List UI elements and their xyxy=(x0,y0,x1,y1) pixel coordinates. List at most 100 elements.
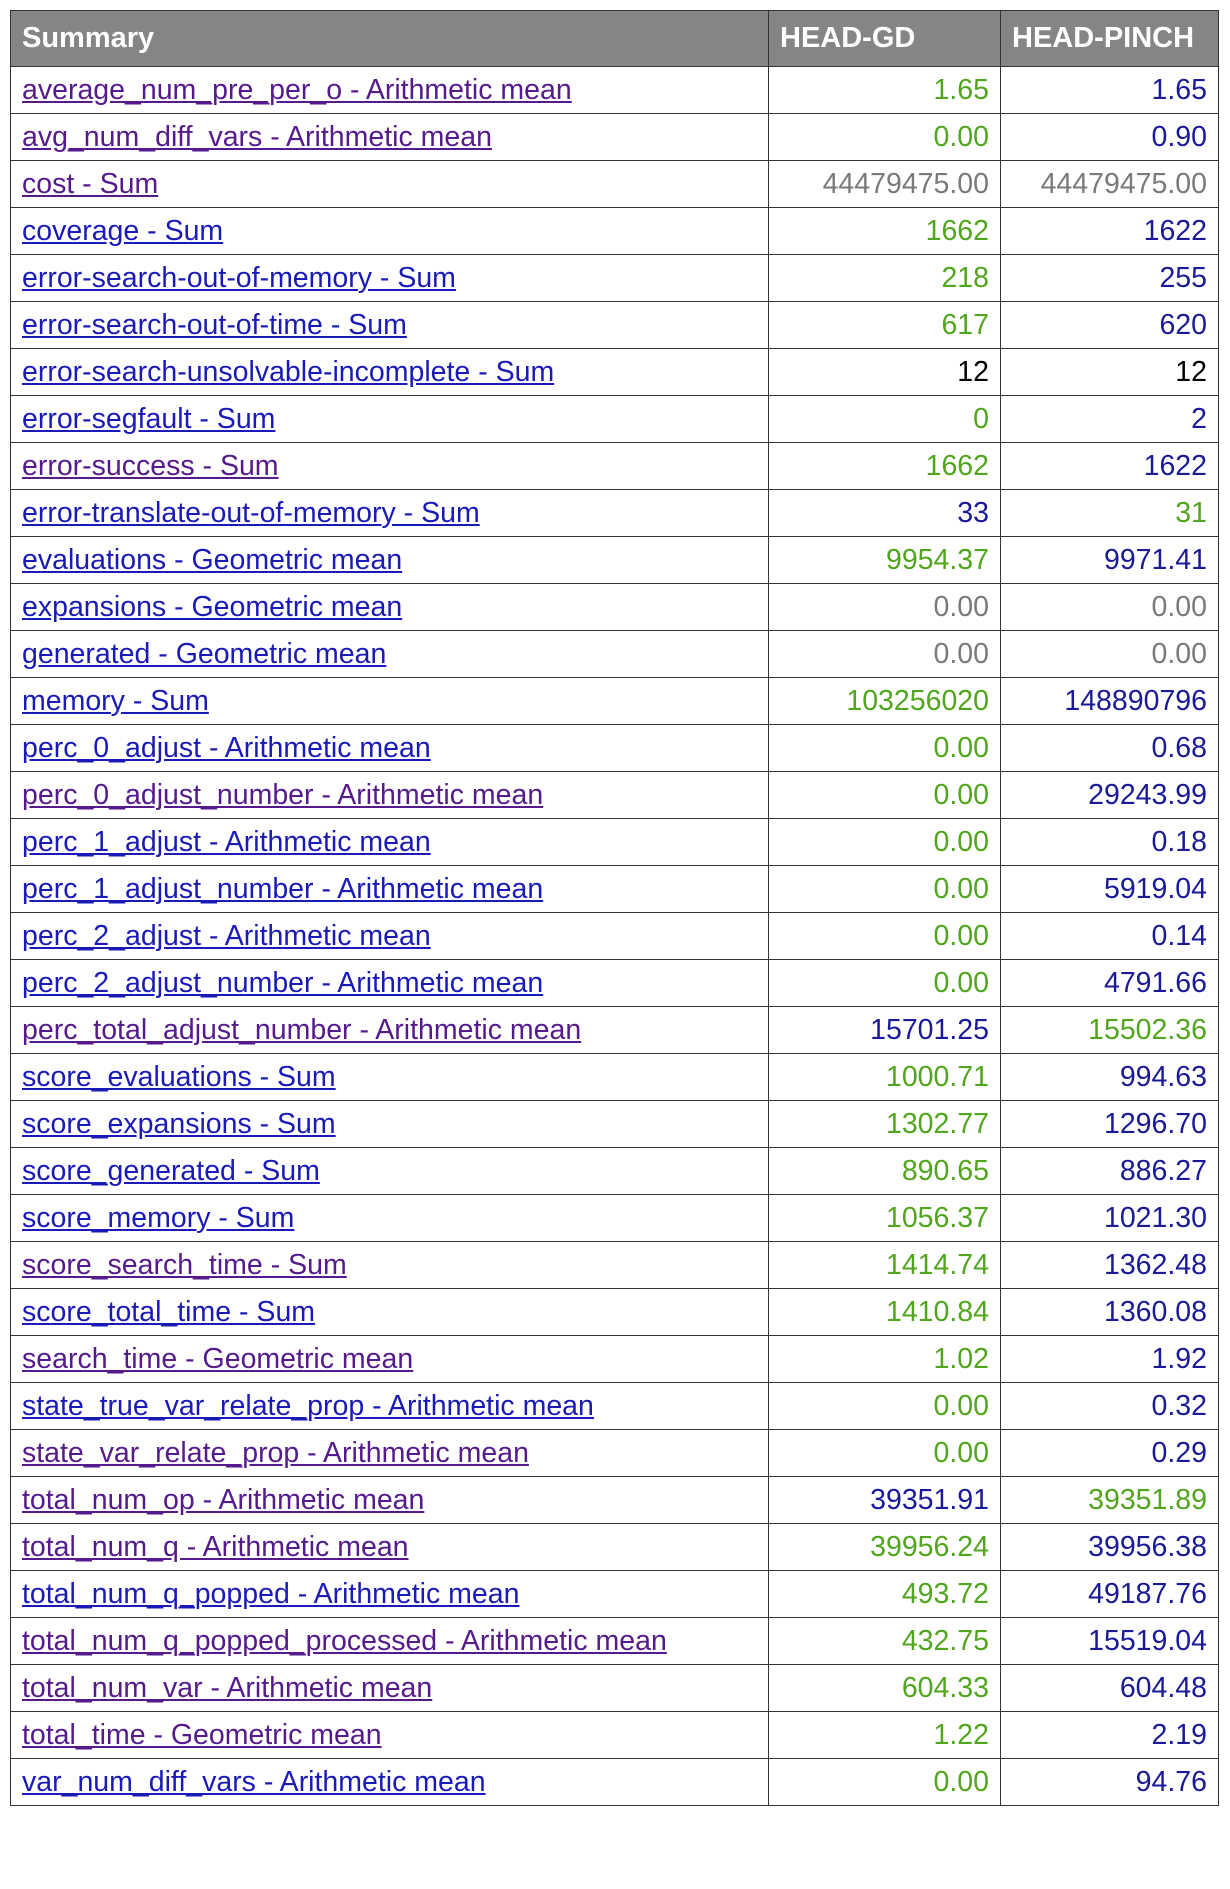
attribute-link[interactable]: avg_num_diff_vars - Arithmetic mean xyxy=(22,120,492,153)
table-row: state_true_var_relate_prop - Arithmetic … xyxy=(10,1382,1219,1430)
summary-table-container: Summary HEAD-GD HEAD-PINCH average_num_p… xyxy=(10,10,1219,1806)
attribute-cell: state_var_relate_prop - Arithmetic mean xyxy=(10,1429,769,1477)
attribute-cell: error-success - Sum xyxy=(10,442,769,490)
table-row: error-translate-out-of-memory - Sum 33 31 xyxy=(10,489,1219,537)
table-row: perc_2_adjust - Arithmetic mean 0.00 0.14 xyxy=(10,912,1219,960)
head-gd-value: 1.22 xyxy=(768,1711,1001,1759)
head-gd-value: 493.72 xyxy=(768,1570,1001,1618)
attribute-link[interactable]: perc_0_adjust - Arithmetic mean xyxy=(22,731,431,764)
attribute-link[interactable]: total_num_var - Arithmetic mean xyxy=(22,1671,433,1704)
table-row: error-search-out-of-memory - Sum 218 255 xyxy=(10,254,1219,302)
head-pinch-value: 1021.30 xyxy=(1000,1194,1219,1242)
attribute-cell: cost - Sum xyxy=(10,160,769,208)
table-row: perc_1_adjust - Arithmetic mean 0.00 0.18 xyxy=(10,818,1219,866)
attribute-link[interactable]: score_evaluations - Sum xyxy=(22,1060,336,1093)
attribute-link[interactable]: score_total_time - Sum xyxy=(22,1295,316,1328)
head-pinch-value: 1.92 xyxy=(1000,1335,1219,1383)
attribute-cell: memory - Sum xyxy=(10,677,769,725)
head-pinch-value: 148890796 xyxy=(1000,677,1219,725)
attribute-link[interactable]: error-search-out-of-time - Sum xyxy=(22,308,407,341)
head-pinch-value: 1296.70 xyxy=(1000,1100,1219,1148)
header-head-pinch: HEAD-PINCH xyxy=(1000,10,1219,67)
table-row: var_num_diff_vars - Arithmetic mean 0.00 9… xyxy=(10,1758,1219,1806)
attribute-link[interactable]: evaluations - Geometric mean xyxy=(22,543,403,576)
attribute-cell: total_num_op - Arithmetic mean xyxy=(10,1476,769,1524)
attribute-link[interactable]: error-success - Sum xyxy=(22,449,279,482)
attribute-link[interactable]: error-search-unsolvable-incomplete - Sum xyxy=(22,355,555,388)
head-gd-value: 103256020 xyxy=(768,677,1001,725)
attribute-link[interactable]: total_num_op - Arithmetic mean xyxy=(22,1483,425,1516)
attribute-cell: perc_1_adjust_number - Arithmetic mean xyxy=(10,865,769,913)
head-pinch-value: 39956.38 xyxy=(1000,1523,1219,1571)
attribute-cell: average_num_pre_per_o - Arithmetic mean xyxy=(10,66,769,114)
attribute-link[interactable]: perc_0_adjust_number - Arithmetic mean xyxy=(22,778,544,811)
attribute-link[interactable]: state_var_relate_prop - Arithmetic mean xyxy=(22,1436,529,1469)
head-pinch-value: 29243.99 xyxy=(1000,771,1219,819)
head-gd-value: 1000.71 xyxy=(768,1053,1001,1101)
attribute-link[interactable]: perc_2_adjust_number - Arithmetic mean xyxy=(22,966,544,999)
attribute-link[interactable]: perc_1_adjust_number - Arithmetic mean xyxy=(22,872,544,905)
attribute-link[interactable]: average_num_pre_per_o - Arithmetic mean xyxy=(22,73,572,106)
attribute-link[interactable]: error-translate-out-of-memory - Sum xyxy=(22,496,480,529)
attribute-link[interactable]: score_memory - Sum xyxy=(22,1201,295,1234)
attribute-link[interactable]: score_generated - Sum xyxy=(22,1154,320,1187)
table-row: coverage - Sum 1662 1622 xyxy=(10,207,1219,255)
head-pinch-value: 604.48 xyxy=(1000,1664,1219,1712)
table-row: error-search-out-of-time - Sum 617 620 xyxy=(10,301,1219,349)
attribute-link[interactable]: error-search-out-of-memory - Sum xyxy=(22,261,456,294)
attribute-link[interactable]: total_num_q_popped_processed - Arithmeti… xyxy=(22,1624,667,1657)
table-row: search_time - Geometric mean 1.02 1.92 xyxy=(10,1335,1219,1383)
attribute-link[interactable]: search_time - Geometric mean xyxy=(22,1342,414,1375)
table-row: error-segfault - Sum 0 2 xyxy=(10,395,1219,443)
head-pinch-value: 0.18 xyxy=(1000,818,1219,866)
attribute-link[interactable]: score_search_time - Sum xyxy=(22,1248,347,1281)
head-pinch-value: 31 xyxy=(1000,489,1219,537)
attribute-cell: error-segfault - Sum xyxy=(10,395,769,443)
head-gd-value: 0.00 xyxy=(768,583,1001,631)
attribute-cell: generated - Geometric mean xyxy=(10,630,769,678)
attribute-link[interactable]: total_num_q_popped - Arithmetic mean xyxy=(22,1577,520,1610)
head-pinch-value: 0.90 xyxy=(1000,113,1219,161)
head-pinch-value: 255 xyxy=(1000,254,1219,302)
attribute-link[interactable]: state_true_var_relate_prop - Arithmetic … xyxy=(22,1389,594,1422)
head-gd-value: 0.00 xyxy=(768,865,1001,913)
attribute-link[interactable]: perc_total_adjust_number - Arithmetic me… xyxy=(22,1013,582,1046)
attribute-link[interactable]: memory - Sum xyxy=(22,684,209,717)
attribute-link[interactable]: coverage - Sum xyxy=(22,214,224,247)
head-pinch-value: 49187.76 xyxy=(1000,1570,1219,1618)
attribute-link[interactable]: perc_1_adjust - Arithmetic mean xyxy=(22,825,431,858)
attribute-cell: perc_0_adjust - Arithmetic mean xyxy=(10,724,769,772)
attribute-link[interactable]: score_expansions - Sum xyxy=(22,1107,336,1140)
attribute-link[interactable]: cost - Sum xyxy=(22,167,159,200)
attribute-cell: score_evaluations - Sum xyxy=(10,1053,769,1101)
table-row: error-success - Sum 1662 1622 xyxy=(10,442,1219,490)
attribute-link[interactable]: perc_2_adjust - Arithmetic mean xyxy=(22,919,431,952)
attribute-link[interactable]: error-segfault - Sum xyxy=(22,402,276,435)
head-gd-value: 39351.91 xyxy=(768,1476,1001,1524)
attribute-link[interactable]: total_num_q - Arithmetic mean xyxy=(22,1530,409,1563)
table-row: score_evaluations - Sum 1000.71 994.63 xyxy=(10,1053,1219,1101)
head-gd-value: 0.00 xyxy=(768,1382,1001,1430)
table-row: expansions - Geometric mean 0.00 0.00 xyxy=(10,583,1219,631)
head-pinch-value: 5919.04 xyxy=(1000,865,1219,913)
table-row: average_num_pre_per_o - Arithmetic mean 1… xyxy=(10,66,1219,114)
table-row: total_num_q - Arithmetic mean 39956.24 399… xyxy=(10,1523,1219,1571)
attribute-link[interactable]: var_num_diff_vars - Arithmetic mean xyxy=(22,1765,486,1798)
head-gd-value: 0.00 xyxy=(768,630,1001,678)
table-row: cost - Sum 44479475.00 44479475.00 xyxy=(10,160,1219,208)
head-gd-value: 0.00 xyxy=(768,771,1001,819)
head-pinch-value: 1.65 xyxy=(1000,66,1219,114)
attribute-link[interactable]: total_time - Geometric mean xyxy=(22,1718,382,1751)
table-row: score_generated - Sum 890.65 886.27 xyxy=(10,1147,1219,1195)
head-gd-value: 1302.77 xyxy=(768,1100,1001,1148)
table-row: perc_1_adjust_number - Arithmetic mean 0.… xyxy=(10,865,1219,913)
table-row: evaluations - Geometric mean 9954.37 9971.… xyxy=(10,536,1219,584)
attribute-cell: total_time - Geometric mean xyxy=(10,1711,769,1759)
head-gd-value: 0.00 xyxy=(768,1429,1001,1477)
attribute-link[interactable]: expansions - Geometric mean xyxy=(22,590,403,623)
head-gd-value: 39956.24 xyxy=(768,1523,1001,1571)
attribute-link[interactable]: generated - Geometric mean xyxy=(22,637,387,670)
head-pinch-value: 0.68 xyxy=(1000,724,1219,772)
head-gd-value: 0.00 xyxy=(768,724,1001,772)
head-gd-value: 1662 xyxy=(768,442,1001,490)
